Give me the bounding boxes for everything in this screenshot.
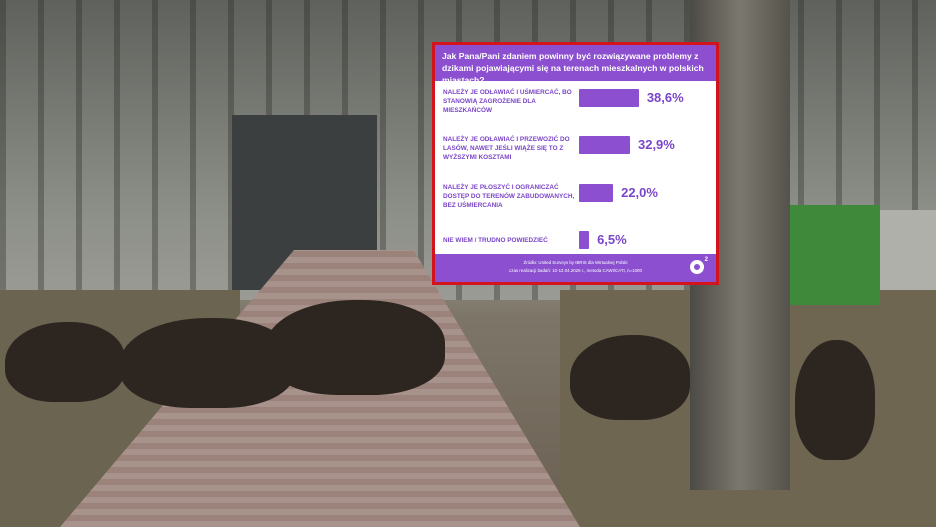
boar — [265, 300, 445, 395]
value-label: 22,0% — [621, 185, 658, 200]
o2-logo: 2 — [690, 257, 708, 274]
boar — [795, 340, 875, 460]
bar — [579, 231, 590, 249]
boar — [5, 322, 125, 402]
category-label: Należy je odławiać i uśmiercać, bo stano… — [443, 89, 572, 114]
chart-footer: Źródło: United Surveys by IBRIS dla Wirt… — [435, 254, 716, 282]
chart-title: Jak Pana/Pani zdaniem powinny być rozwią… — [435, 45, 716, 85]
value-label: 32,9% — [637, 137, 675, 152]
value-label: 38,6% — [646, 90, 684, 105]
category-label: Należy je odławiać i przewozić do lasów,… — [443, 136, 570, 161]
waste-container — [790, 205, 880, 305]
survey-chart: Jak Pana/Pani zdaniem powinny być rozwią… — [432, 42, 719, 285]
value-label: 6,5% — [597, 232, 627, 247]
category-label: Należy je płoszyć i ograniczać dostęp do… — [443, 184, 575, 209]
chart-note: czas realizacji badań: 10-12.04.2026 r.,… — [509, 268, 642, 273]
chart-source: Źródło: United Surveys by IBRIS dla Wirt… — [523, 260, 628, 265]
boar — [570, 335, 690, 420]
category-label: Nie wiem / trudno powiedzieć — [443, 237, 548, 244]
bar — [579, 136, 630, 154]
bar — [579, 89, 639, 107]
bar — [579, 184, 614, 202]
